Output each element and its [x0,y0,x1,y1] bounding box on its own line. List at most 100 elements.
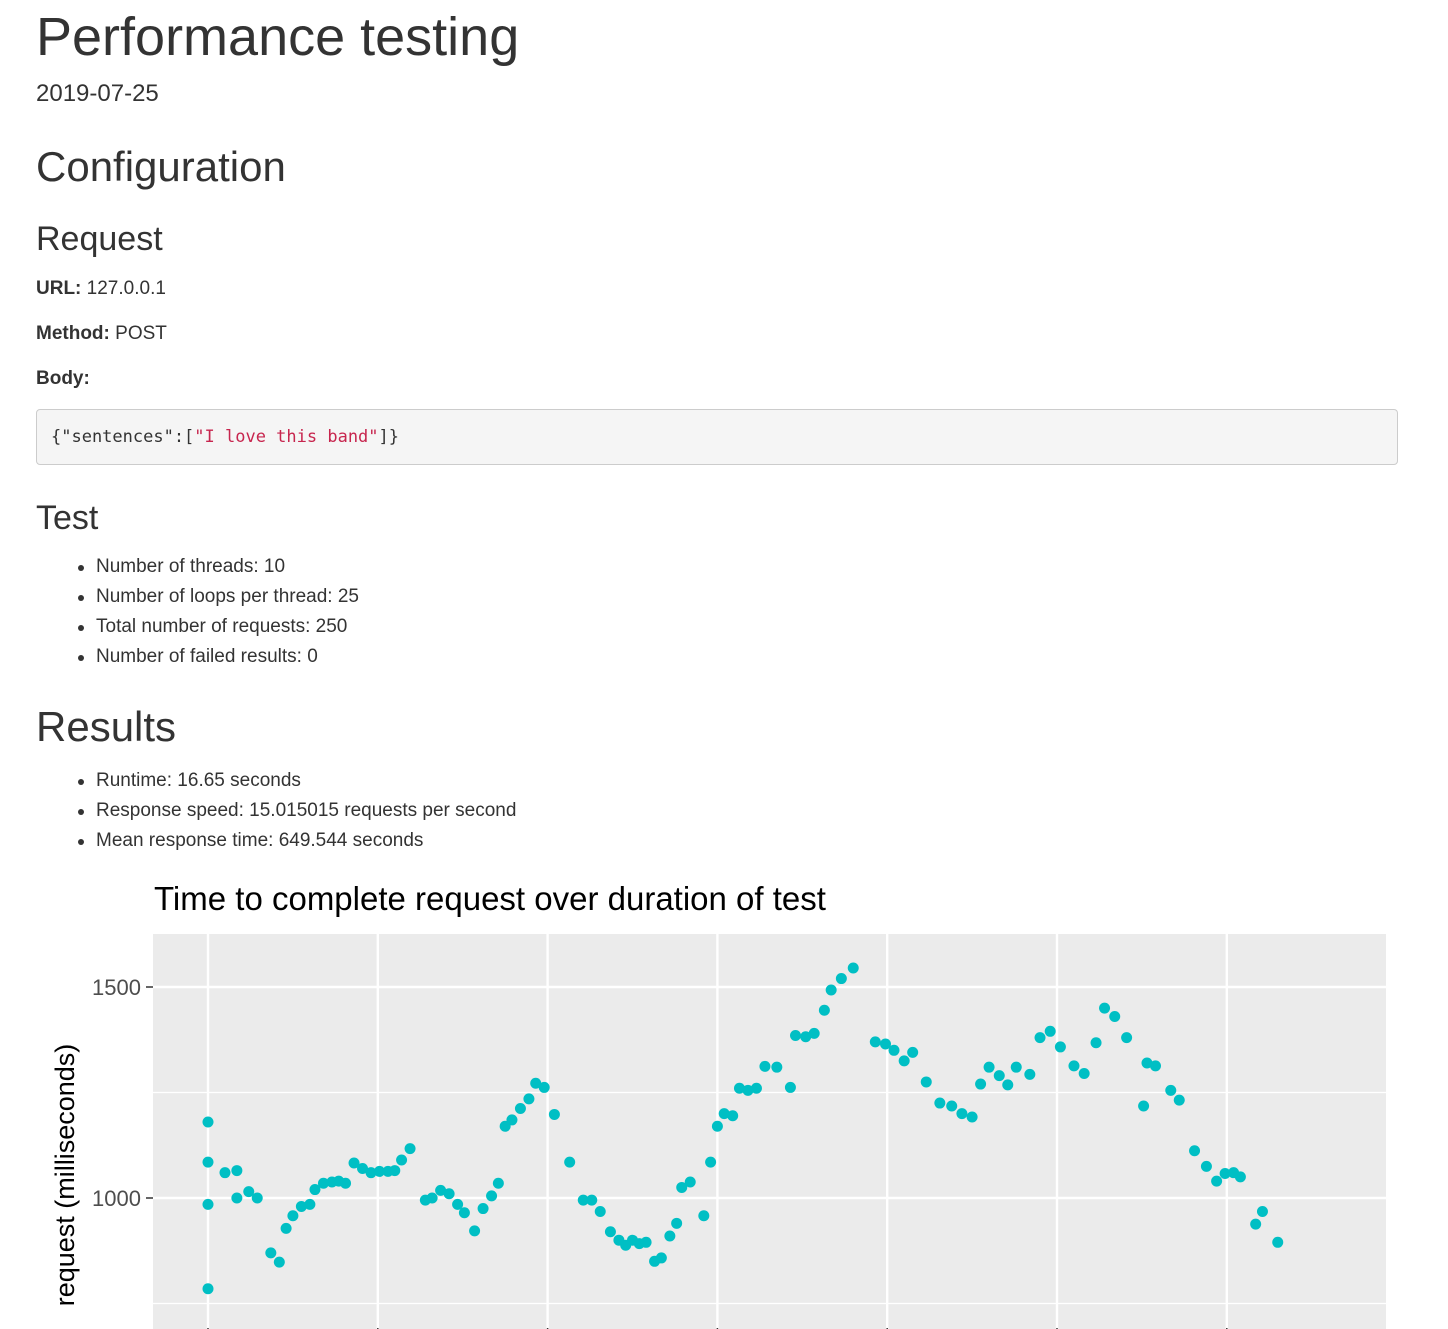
list-item: Mean response time: 649.544 seconds [36,826,516,856]
data-point [1034,1032,1046,1044]
data-point [671,1217,683,1229]
list-item: Response speed: 15.015015 requests per s… [36,796,516,826]
data-point [548,1108,560,1120]
data-point [435,1184,447,1196]
data-point [742,1084,754,1096]
data-point [280,1222,292,1234]
data-point [317,1177,329,1189]
data-point [251,1192,263,1204]
data-point [898,1055,910,1067]
data-point [389,1165,401,1177]
data-point [1090,1037,1102,1049]
data-point [1141,1057,1153,1069]
data-point [1189,1145,1201,1157]
data-point [956,1108,968,1120]
data-point [784,1081,796,1093]
data-point [946,1100,958,1112]
data-point [1044,1025,1056,1037]
data-point [1121,1032,1133,1044]
data-point [835,973,847,985]
data-point [492,1177,504,1189]
data-point [1002,1079,1014,1091]
url-value: 127.0.0.1 [86,278,166,299]
data-point [514,1103,526,1115]
data-point [404,1143,416,1155]
data-point [304,1198,316,1210]
data-point [538,1081,550,1093]
data-point [1250,1218,1262,1230]
data-point [676,1181,688,1193]
data-point [750,1082,762,1094]
method-value: POST [115,323,167,344]
data-point [469,1225,481,1237]
data-point [452,1198,464,1210]
list-item: Number of threads: 10 [36,552,359,582]
data-point [1165,1084,1177,1096]
data-point [727,1110,739,1122]
url-label: URL: [36,278,82,299]
data-point [869,1036,881,1048]
data-point [373,1165,385,1177]
data-point [219,1167,231,1179]
data-point [1078,1068,1090,1080]
data-point [888,1044,900,1056]
plot-panel [153,934,1386,1329]
data-point [426,1192,438,1204]
page-title: Performance testing [36,7,520,67]
y-axis-label: request (milliseconds) [50,1044,80,1307]
test-heading: Test [36,499,99,537]
data-point [357,1162,369,1174]
data-point [273,1256,285,1268]
data-point [265,1247,277,1259]
data-point [771,1061,783,1073]
data-point [664,1230,676,1242]
data-point [698,1210,710,1222]
data-point [920,1076,932,1088]
data-point [818,1004,830,1016]
results-heading: Results [36,703,177,750]
data-point [993,1070,1005,1082]
data-point [231,1165,243,1177]
y-tick-label: 1500 [92,975,141,1000]
request-body-code: {"sentences":["I love this band"]} [36,409,1398,465]
data-point [705,1156,717,1168]
method-line: Method: POST [36,323,167,345]
code-prefix: {"sentences":[ [51,427,195,447]
data-point [655,1252,667,1264]
data-point [564,1156,576,1168]
data-point [202,1283,214,1295]
data-point [1054,1041,1066,1053]
data-point [684,1176,696,1188]
code-suffix: ]} [378,427,400,447]
data-point [934,1097,946,1109]
data-point [309,1184,321,1196]
data-point [1024,1068,1036,1080]
body-line: Body: [36,368,90,390]
data-point [1099,1002,1111,1014]
data-point [202,1156,214,1168]
data-point [711,1120,723,1132]
data-point [1219,1168,1231,1180]
data-point [231,1192,243,1204]
data-point [594,1206,606,1218]
method-label: Method: [36,323,110,344]
data-point [975,1078,987,1090]
code-string: "I love this band" [194,427,379,447]
data-point [295,1200,307,1212]
data-point [202,1116,214,1128]
data-point [733,1082,745,1094]
data-point [880,1038,892,1050]
data-point [577,1194,589,1206]
data-point [586,1194,598,1206]
list-item: Number of failed results: 0 [36,642,359,672]
chart-title: Time to complete request over duration o… [154,880,826,917]
data-point [1068,1060,1080,1072]
data-point [1234,1171,1246,1183]
data-point [640,1236,652,1248]
data-point [340,1177,352,1189]
list-item: Runtime: 16.65 seconds [36,766,516,796]
data-point [1256,1206,1268,1218]
list-item: Total number of requests: 250 [36,612,359,642]
data-point [1138,1100,1150,1112]
